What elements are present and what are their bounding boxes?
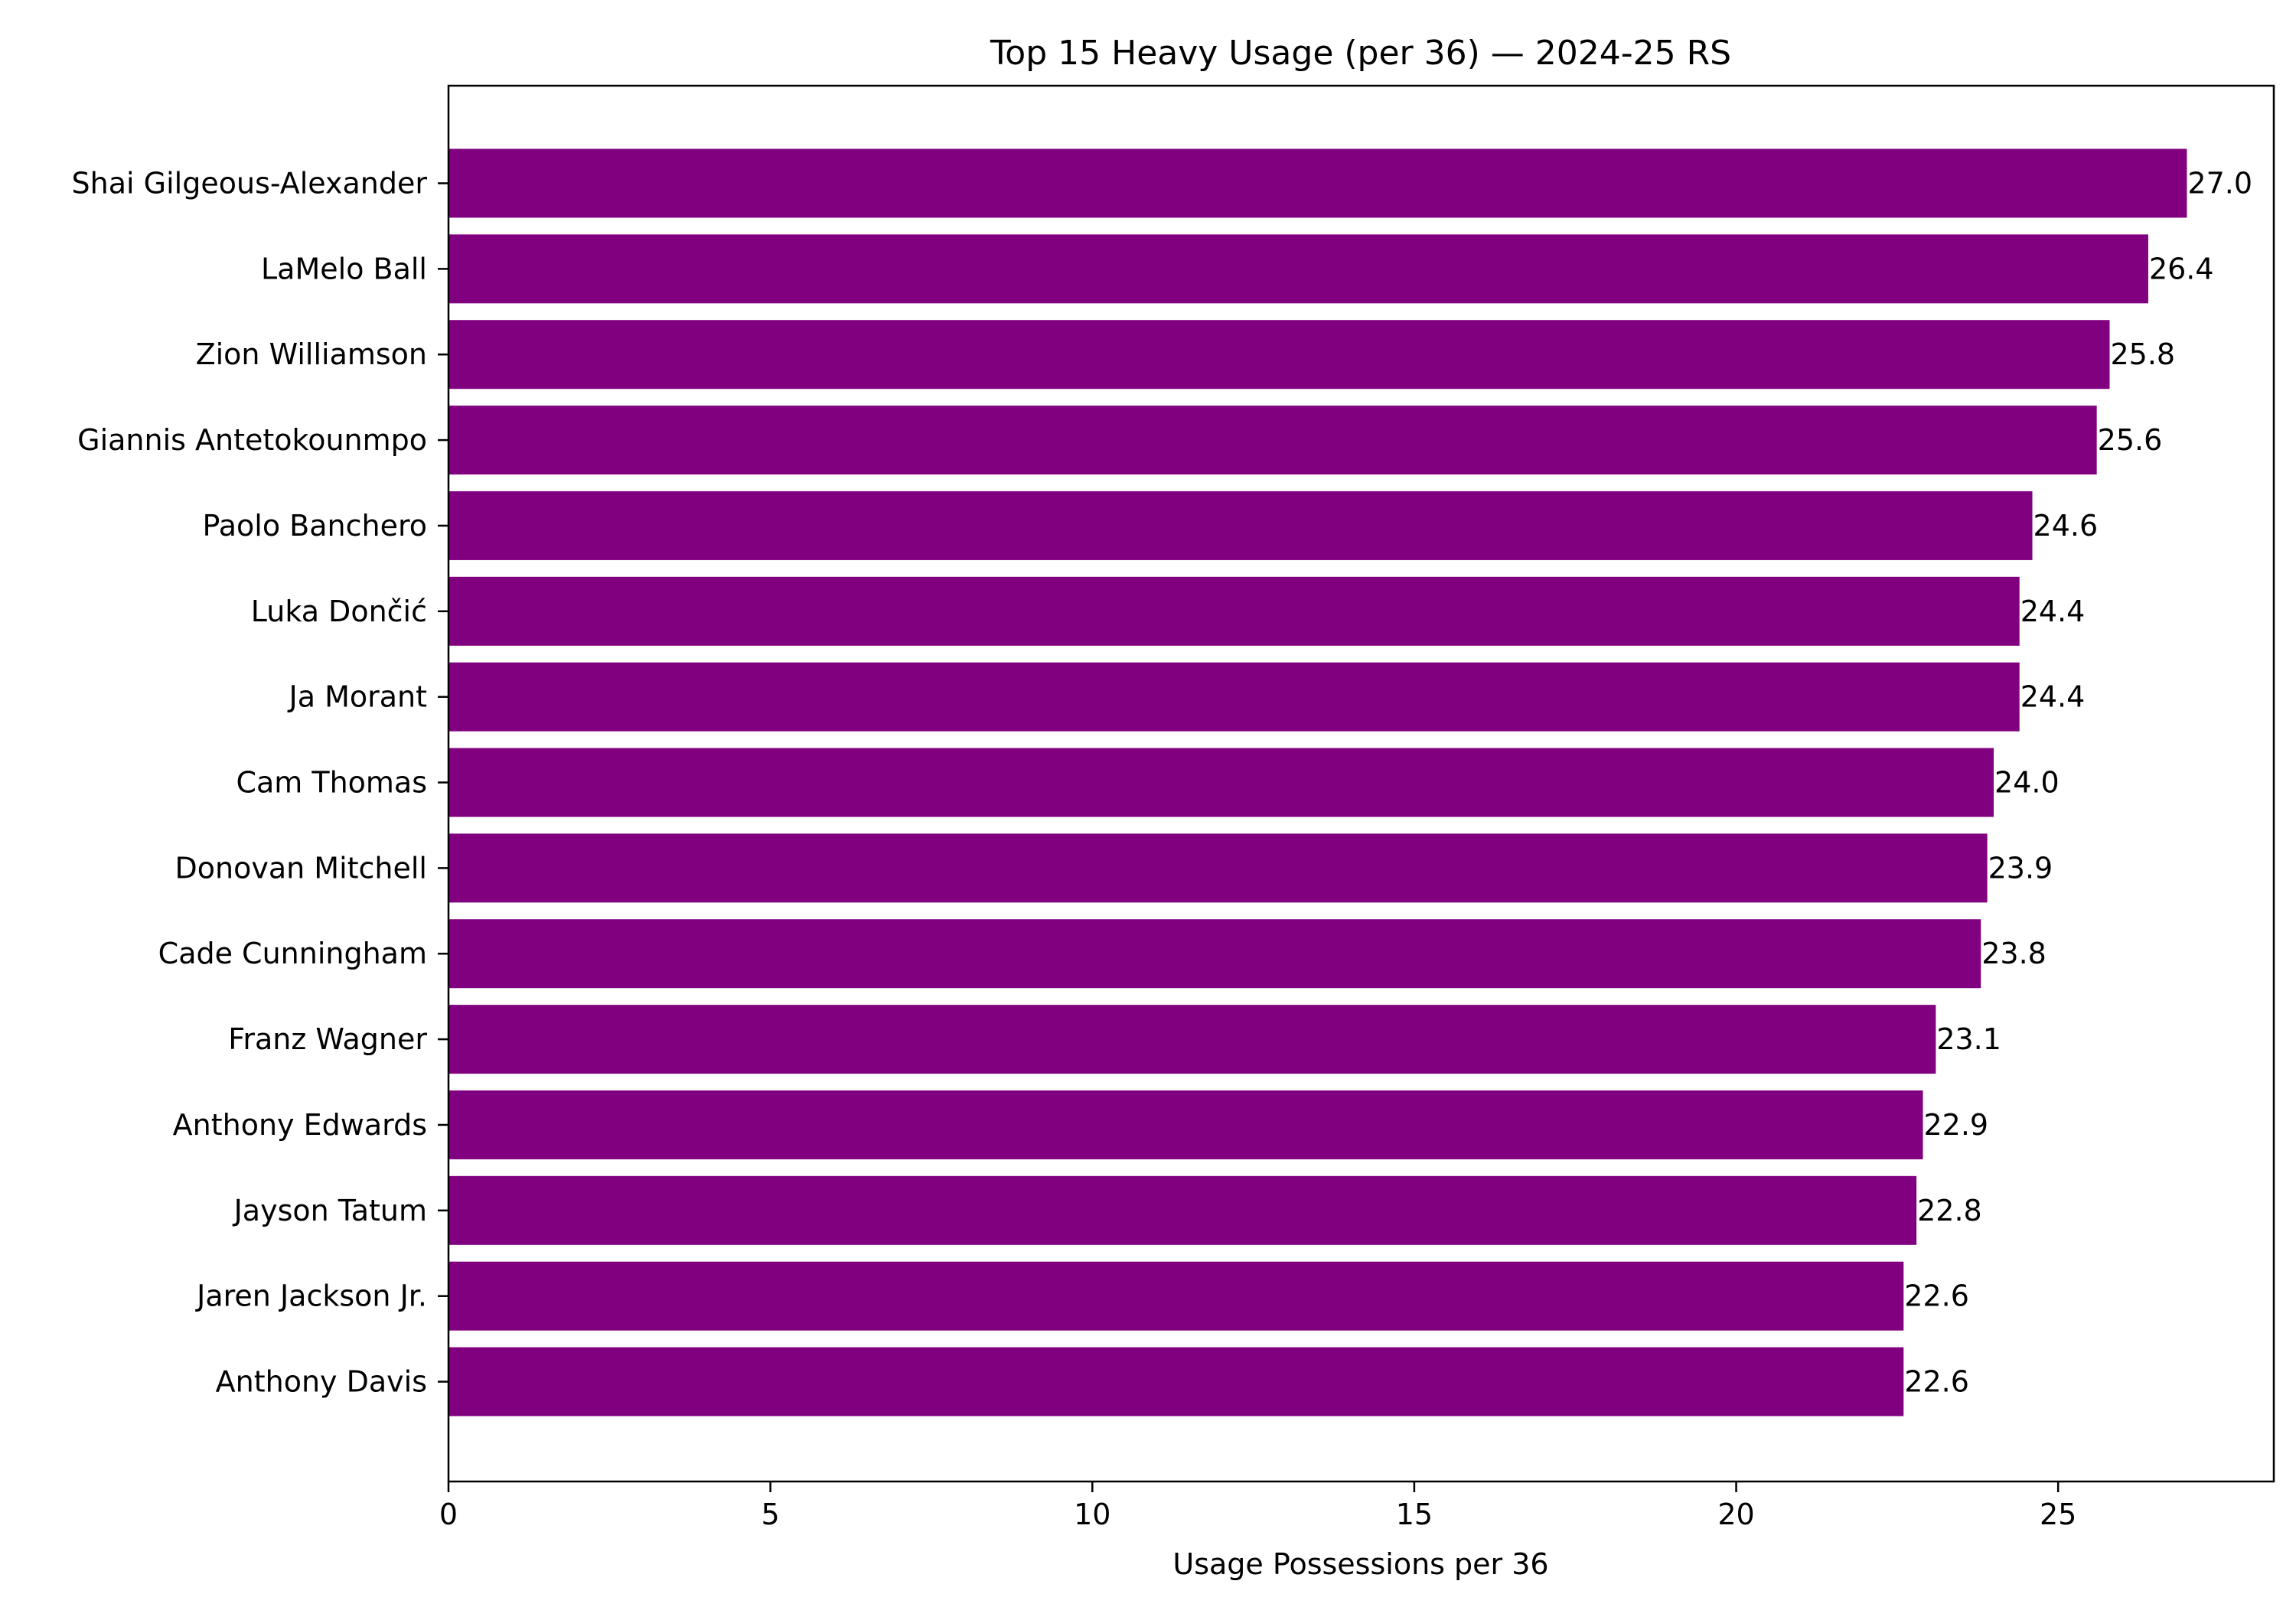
bar (448, 234, 2148, 304)
bar (448, 1347, 1904, 1416)
bar-value-label: 23.1 (1936, 1022, 2001, 1056)
y-axis: Shai Gilgeous-Alexander LaMelo Ball Zion W… (72, 167, 448, 1399)
bar (448, 491, 2033, 560)
y-tick-label: Anthony Davis (216, 1365, 427, 1399)
bar (448, 1261, 1904, 1331)
bar-value-label: 24.6 (2033, 509, 2099, 543)
x-axis: 0 5 10 15 20 25 (439, 1482, 2076, 1531)
x-tick-label: 25 (2040, 1498, 2076, 1531)
bar-value-label: 24.0 (1994, 766, 2060, 800)
bar-value-label: 23.8 (1981, 937, 2047, 970)
x-tick-label: 20 (1717, 1498, 1754, 1531)
bar-value-label: 27.0 (2187, 167, 2252, 200)
y-tick-label: Zion Williamson (196, 337, 427, 371)
y-tick-label: Luka Dončić (251, 595, 427, 628)
bar-value-label: 25.6 (2098, 423, 2163, 457)
bars-group (448, 148, 2187, 1416)
y-tick-label: Paolo Banchero (203, 509, 427, 543)
value-labels-group: 27.0 26.4 25.8 25.6 24.6 24.4 24.4 24.0 23.9 23.8… (1904, 167, 2252, 1399)
bar (448, 576, 2020, 646)
bar (448, 320, 2110, 390)
bar (448, 1005, 1936, 1074)
y-tick-label: LaMelo Ball (261, 252, 427, 285)
x-tick-label: 15 (1396, 1498, 1433, 1531)
y-tick-label: Donovan Mitchell (175, 851, 428, 885)
bar-value-label: 22.6 (1904, 1279, 1969, 1313)
x-axis-label: Usage Possessions per 36 (1172, 1547, 1548, 1581)
y-tick-label: Jayson Tatum (233, 1194, 427, 1227)
bar-value-label: 22.9 (1924, 1108, 1989, 1142)
plot-frame (447, 84, 2275, 1483)
bar-value-label: 25.8 (2110, 337, 2175, 371)
bar (448, 833, 1988, 903)
bar (448, 148, 2187, 218)
y-tick-label: Jaren Jackson Jr. (195, 1279, 427, 1313)
y-tick-label: Cam Thomas (236, 766, 427, 800)
bar-value-label: 24.4 (2020, 595, 2086, 628)
y-tick-label: Ja Morant (288, 680, 428, 714)
bar (448, 1090, 1923, 1159)
x-tick-label: 0 (439, 1498, 458, 1531)
bar-value-label: 26.4 (2149, 252, 2214, 285)
chart-title: Top 15 Heavy Usage (per 36) — 2024-25 RS (990, 34, 1731, 73)
bar-value-label: 22.6 (1904, 1365, 1969, 1399)
bar (448, 919, 1981, 989)
bar (448, 1175, 1917, 1245)
bar (448, 748, 1994, 817)
bar-value-label: 24.4 (2020, 680, 2086, 714)
bar (448, 662, 2020, 732)
bar (448, 406, 2097, 475)
y-tick-label: Giannis Antetokounmpo (77, 423, 427, 457)
y-tick-label: Cade Cunningham (158, 937, 427, 970)
bar-value-label: 23.9 (1988, 851, 2053, 885)
x-tick-label: 10 (1074, 1498, 1110, 1531)
bar-value-label: 22.8 (1917, 1194, 1982, 1227)
y-tick-label: Shai Gilgeous-Alexander (72, 167, 428, 200)
y-tick-label: Franz Wagner (228, 1022, 427, 1056)
y-tick-label: Anthony Edwards (173, 1108, 427, 1142)
x-tick-label: 5 (762, 1498, 780, 1531)
